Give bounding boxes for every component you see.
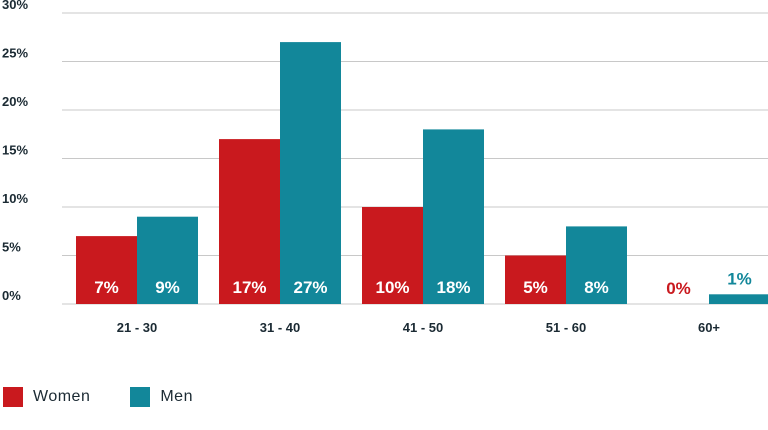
x-category-label: 60+ [698, 320, 720, 335]
bar-value-label-men: 9% [155, 278, 180, 297]
legend-label-women: Women [33, 388, 91, 405]
y-tick-label: 25% [2, 46, 28, 61]
y-tick-label: 0% [2, 288, 21, 303]
bar-women [219, 139, 280, 304]
bar-value-label-men: 1% [727, 269, 752, 288]
legend-label-men: Men [160, 388, 193, 405]
x-category-label: 41 - 50 [403, 320, 443, 335]
bar-value-label-men: 8% [584, 278, 609, 297]
y-axis-tick-labels: 0% 5% 10% 15% 20% 25% 30% [2, 0, 28, 303]
bar-value-label-women: 7% [94, 278, 119, 297]
x-category-label: 51 - 60 [546, 320, 586, 335]
y-tick-label: 5% [2, 240, 21, 255]
legend-swatch-men [130, 387, 151, 407]
y-tick-label: 15% [2, 143, 28, 158]
bar-women [362, 207, 423, 304]
bar-women [76, 236, 137, 304]
bar-men [423, 129, 484, 304]
bar-men [566, 226, 627, 304]
y-tick-label: 30% [2, 0, 28, 12]
bar-men [137, 216, 198, 304]
bars [76, 42, 768, 304]
bar-value-label-women: 17% [232, 278, 266, 297]
legend-item-men: Men [130, 387, 193, 407]
bar-value-label-women: 0% [666, 279, 691, 298]
bar-men [280, 42, 341, 304]
bar-women [505, 255, 566, 304]
bar-value-label-men: 27% [293, 278, 327, 297]
legend-item-women: Women [3, 387, 90, 407]
legend-swatch-women [3, 387, 23, 407]
y-tick-label: 20% [2, 94, 28, 109]
bar-men [709, 294, 768, 304]
x-category-label: 21 - 30 [117, 320, 157, 335]
bar-value-label-men: 18% [436, 278, 470, 297]
x-axis-category-labels: 21 - 30 31 - 40 41 - 50 51 - 60 60+ [117, 320, 721, 335]
x-category-label: 31 - 40 [260, 320, 300, 335]
bar-value-label-women: 5% [523, 278, 548, 297]
bar-value-labels: 7% 9% 17% 27% 10% 18% 5% 8% 0% 1% [94, 269, 752, 298]
y-tick-label: 10% [2, 191, 28, 206]
legend: Women Men [3, 387, 233, 407]
bar-value-label-women: 10% [375, 278, 409, 297]
